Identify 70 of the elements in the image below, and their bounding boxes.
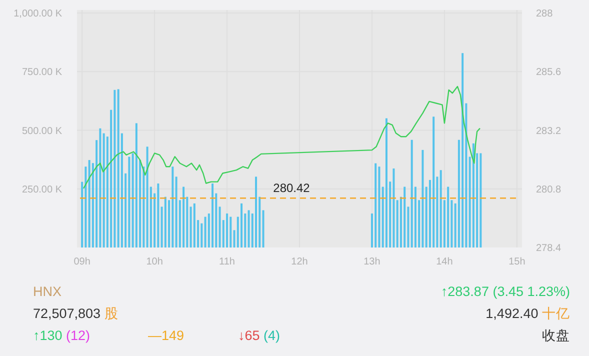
x-tick-label: 09h bbox=[74, 256, 90, 268]
bar bbox=[385, 118, 388, 248]
bar bbox=[117, 89, 120, 248]
y-tick-label: 500.00 K bbox=[22, 126, 62, 137]
bar bbox=[212, 183, 214, 248]
bar bbox=[396, 200, 398, 248]
bar bbox=[172, 166, 174, 248]
text: ↑130 bbox=[33, 328, 62, 343]
text: (3.45 1.23%) bbox=[488, 284, 570, 299]
bar bbox=[440, 170, 442, 248]
bar bbox=[114, 90, 116, 248]
bar bbox=[447, 186, 450, 248]
x-tick-label: 14h bbox=[436, 256, 453, 268]
bar bbox=[404, 186, 406, 248]
bar bbox=[99, 128, 102, 248]
text: 72,507,803 bbox=[33, 306, 101, 321]
bar bbox=[128, 156, 130, 248]
bar bbox=[193, 203, 196, 248]
bar bbox=[135, 123, 138, 248]
text: —149 bbox=[148, 328, 184, 343]
bar bbox=[410, 140, 413, 248]
bar bbox=[392, 168, 395, 248]
bar bbox=[480, 153, 482, 248]
y2-tick-label: 285.6 bbox=[536, 67, 562, 78]
bar bbox=[146, 146, 148, 248]
text: 1,492.40 bbox=[486, 306, 538, 321]
text: 收盘 bbox=[542, 328, 570, 343]
bar bbox=[374, 163, 377, 248]
y2-tick-label: 283.2 bbox=[536, 126, 562, 137]
bar bbox=[102, 133, 105, 248]
x-tick-label: 12h bbox=[291, 256, 308, 268]
bar bbox=[255, 176, 258, 248]
bar bbox=[164, 196, 166, 248]
bar bbox=[378, 166, 380, 248]
y-tick-label: 250.00 K bbox=[22, 184, 62, 196]
bar bbox=[88, 160, 90, 248]
bar bbox=[182, 186, 185, 248]
x-tick-label: 15h bbox=[508, 256, 526, 268]
bar bbox=[226, 213, 228, 248]
text: ↑283.87 bbox=[440, 284, 489, 299]
x-tick-label: 10h bbox=[146, 256, 163, 268]
bar bbox=[240, 203, 243, 248]
y-tick-label: 1,000.00 K bbox=[14, 8, 62, 20]
bar bbox=[190, 206, 192, 248]
text: (12) bbox=[62, 328, 90, 343]
bar bbox=[200, 223, 203, 248]
text: ↓65 bbox=[238, 328, 260, 343]
bar bbox=[262, 210, 264, 248]
x-tick-label: 11h bbox=[219, 256, 235, 268]
y2-tick-label: 288 bbox=[536, 8, 554, 20]
text: 十亿 bbox=[538, 306, 570, 321]
y2-tick-label: 278.4 bbox=[536, 243, 562, 254]
bar bbox=[175, 176, 178, 248]
bar bbox=[157, 183, 160, 248]
text: (4) bbox=[260, 328, 280, 343]
ref-line-label: 280.42 bbox=[273, 181, 310, 196]
bar bbox=[462, 53, 464, 248]
bar bbox=[230, 216, 232, 248]
bar bbox=[218, 206, 221, 248]
bar bbox=[432, 116, 435, 248]
text: HNX bbox=[33, 284, 62, 299]
bar bbox=[248, 210, 250, 248]
bar bbox=[472, 143, 474, 248]
bar bbox=[422, 150, 424, 248]
y2-tick-label: 280.8 bbox=[536, 184, 562, 196]
y-tick-label: 750.00 K bbox=[22, 67, 62, 78]
x-tick-label: 13h bbox=[364, 256, 380, 268]
bar bbox=[204, 216, 206, 248]
text: 股 bbox=[100, 306, 118, 321]
bar bbox=[84, 166, 87, 248]
